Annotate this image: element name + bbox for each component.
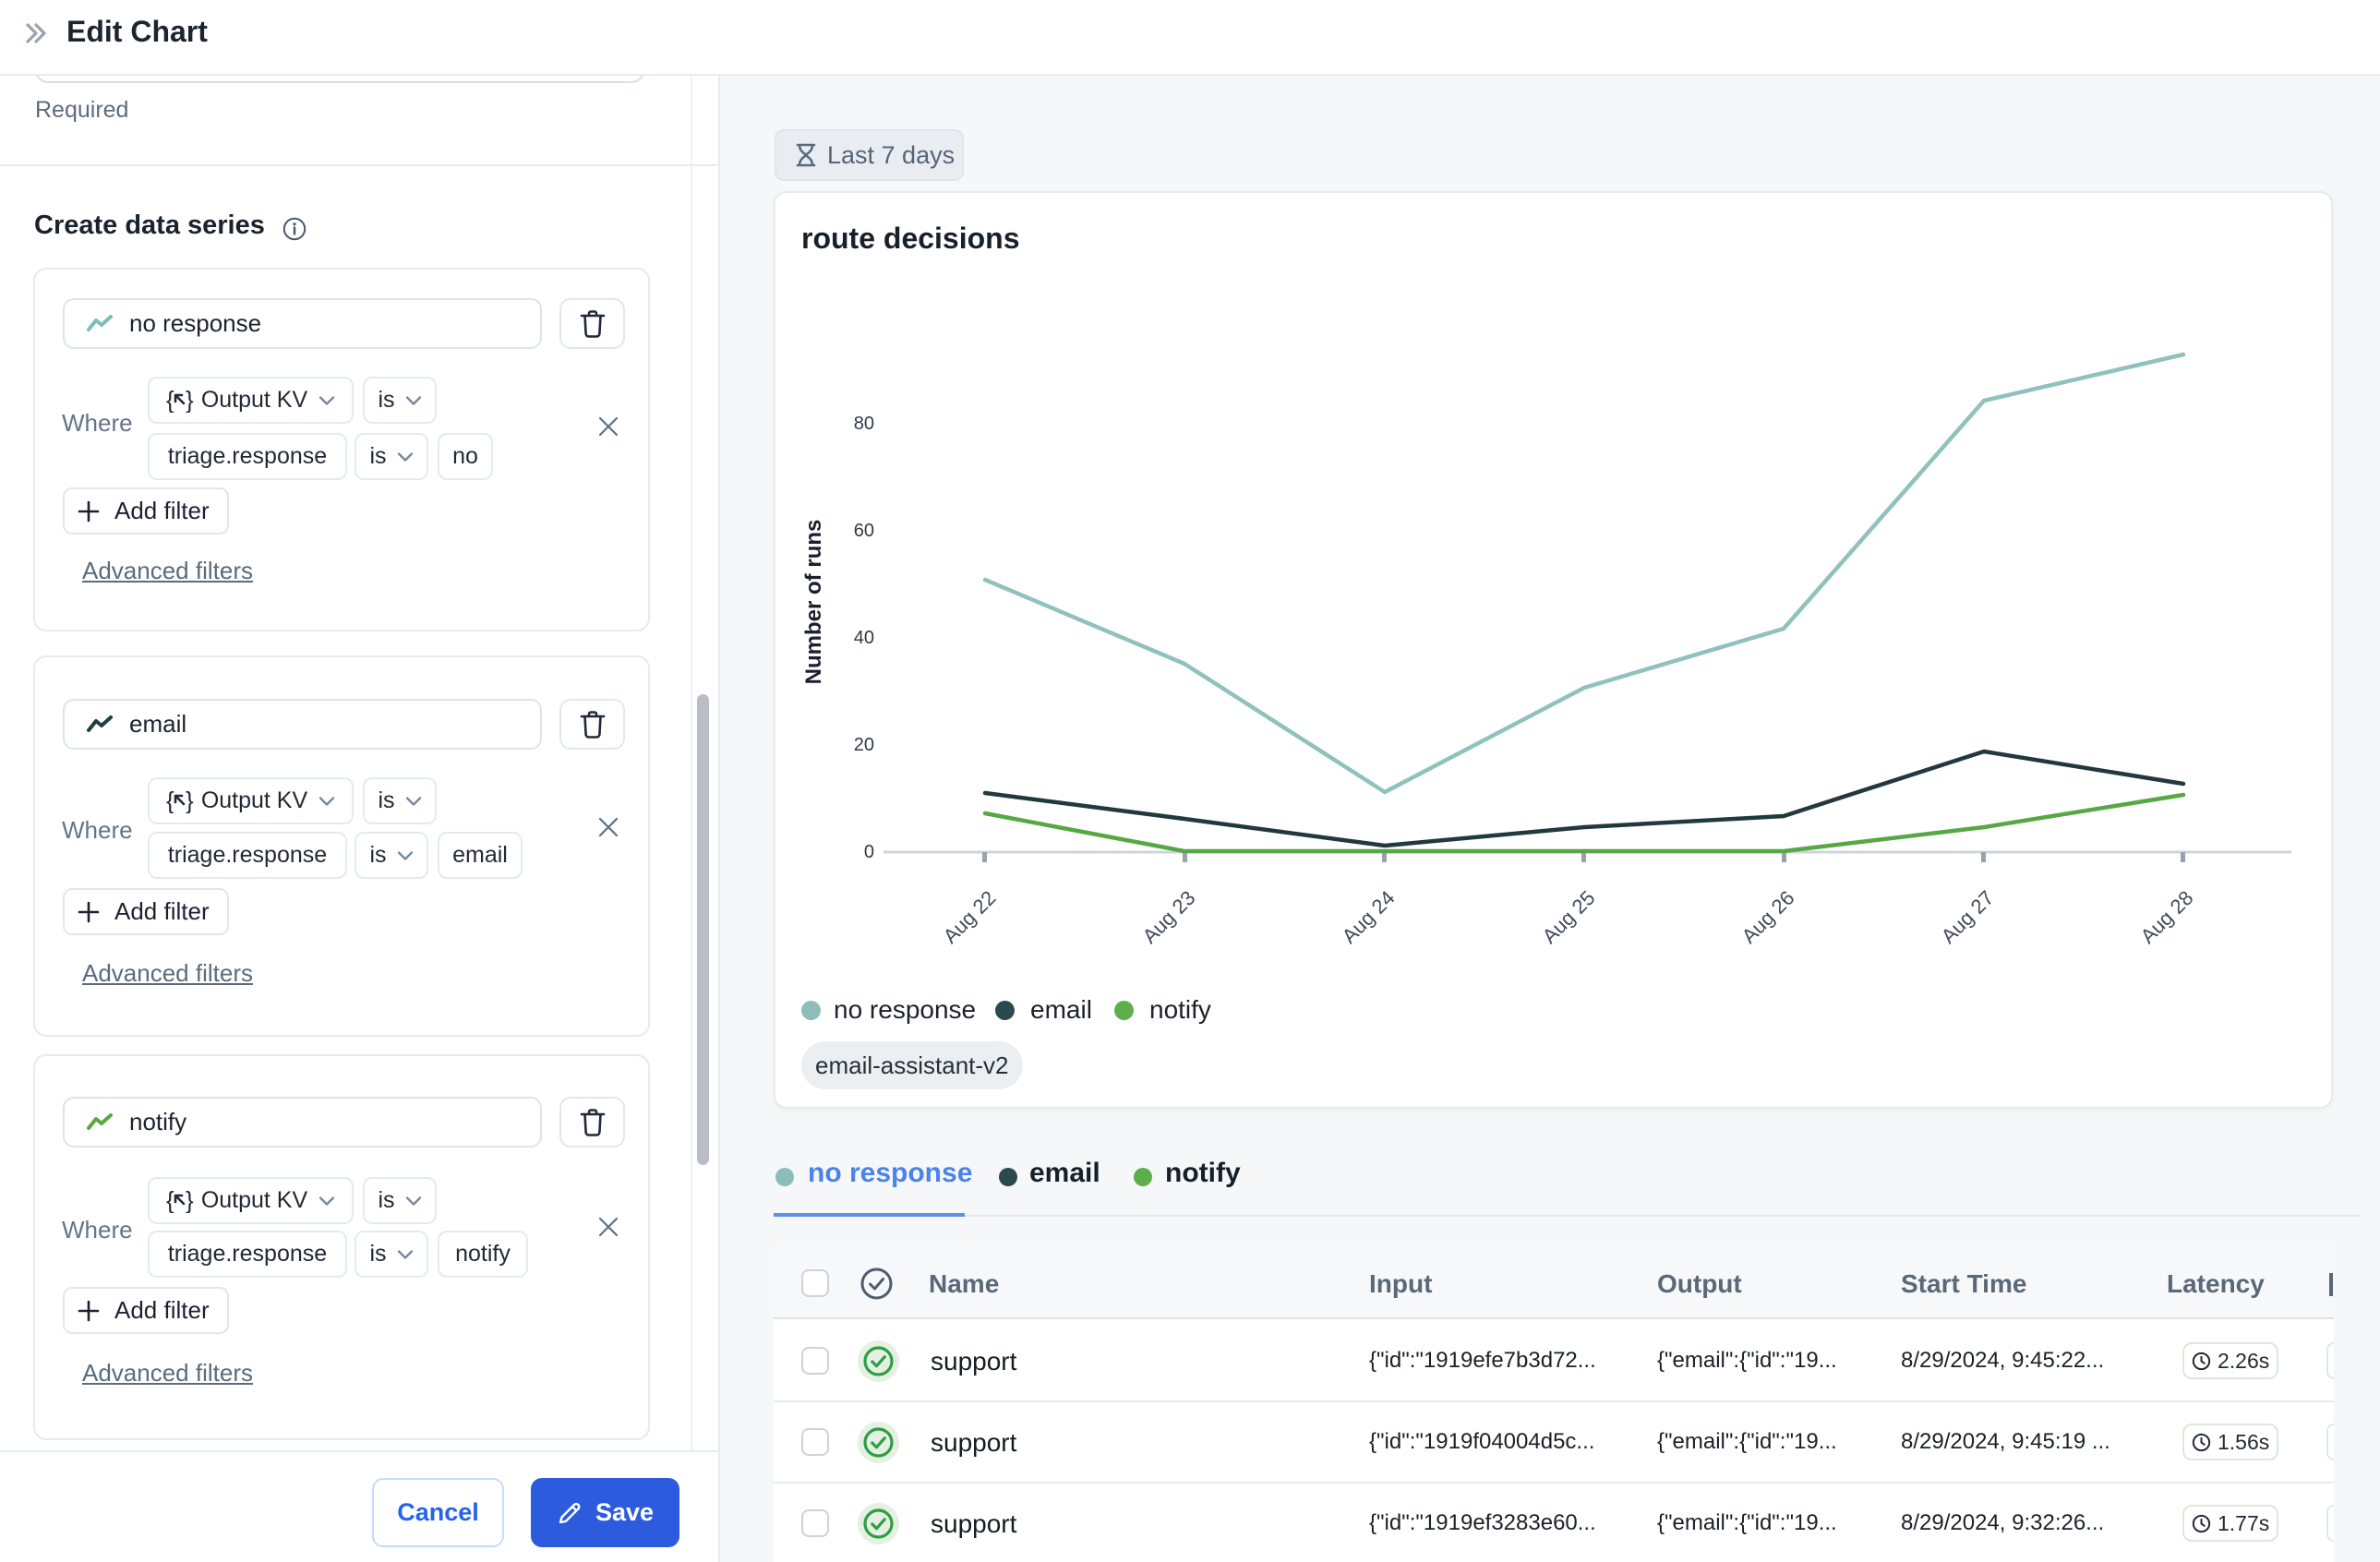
svg-text:80: 80 <box>854 414 874 434</box>
svg-text:{: { <box>166 789 174 813</box>
svg-text:0: 0 <box>864 842 874 862</box>
svg-text:Aug 26: Aug 26 <box>1737 886 1799 948</box>
svg-text:{: { <box>166 389 174 413</box>
svg-text:Aug 23: Aug 23 <box>1138 886 1200 948</box>
svg-text:}: } <box>186 389 194 413</box>
svg-text:Number of runs: Number of runs <box>801 520 826 685</box>
svg-text:Aug 27: Aug 27 <box>1937 886 1999 948</box>
svg-text:{: { <box>166 1189 174 1213</box>
svg-text:}: } <box>186 1189 194 1213</box>
svg-text:Aug 22: Aug 22 <box>939 886 1001 948</box>
svg-text:Aug 28: Aug 28 <box>2136 886 2198 948</box>
svg-text:}: } <box>186 789 194 813</box>
svg-text:Aug 24: Aug 24 <box>1338 886 1400 948</box>
svg-text:40: 40 <box>854 628 874 648</box>
svg-text:60: 60 <box>854 521 874 541</box>
svg-text:20: 20 <box>854 735 874 755</box>
svg-text:Aug 25: Aug 25 <box>1538 886 1600 948</box>
